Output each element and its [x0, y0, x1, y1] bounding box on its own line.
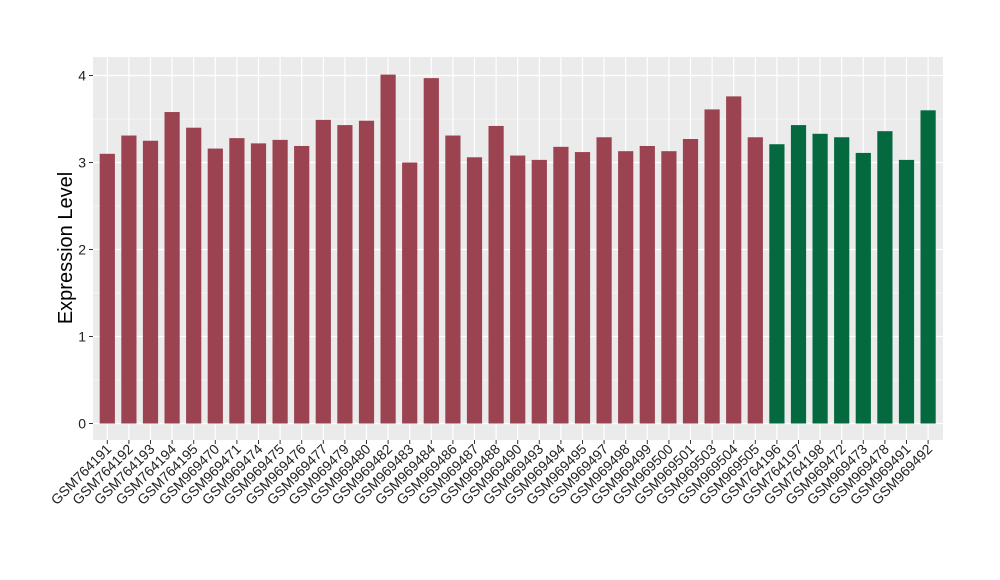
bar-GSM969501: [682, 139, 699, 424]
bar-GSM969490: [510, 155, 526, 424]
bar-GSM969478: [877, 131, 893, 424]
y-axis: 0 1 2 3 4: [78, 68, 93, 432]
bar-GSM764197: [790, 125, 807, 424]
bar-GSM969488: [488, 125, 504, 424]
bar-GSM969476: [294, 145, 310, 424]
bar-GSM764192: [121, 135, 137, 424]
bar-GSM969495: [574, 152, 591, 424]
bar-GSM969492: [920, 110, 936, 424]
y-tick-label: 2: [78, 242, 86, 258]
bar-GSM969499: [639, 145, 655, 424]
bar-GSM969491: [898, 159, 915, 424]
bar-GSM969483: [402, 162, 418, 424]
bar-GSM969470: [207, 148, 223, 424]
bar-GSM969503: [704, 109, 720, 424]
x-axis: GSM764191GSM764192GSM764193GSM764194GSM7…: [48, 440, 935, 508]
bar-GSM969486: [445, 135, 461, 424]
bar-GSM969498: [618, 151, 634, 424]
y-tick-label: 3: [78, 155, 86, 171]
bar-GSM764191: [99, 153, 115, 424]
y-tick-label: 1: [78, 329, 86, 345]
bar-GSM969484: [423, 78, 439, 424]
bar-GSM764193: [142, 140, 159, 424]
bar-GSM969504: [726, 96, 742, 424]
bar-GSM764195: [186, 127, 202, 424]
bar-GSM969505: [747, 137, 763, 424]
bar-GSM969500: [661, 151, 677, 424]
bars: [99, 74, 936, 424]
bar-GSM969479: [337, 125, 353, 424]
bar-GSM764198: [812, 133, 828, 424]
bar-GSM969480: [358, 120, 375, 424]
bar-GSM969494: [553, 146, 569, 424]
bar-GSM969493: [531, 159, 547, 424]
bar-GSM969477: [315, 119, 331, 424]
bar-GSM969471: [229, 138, 245, 424]
y-tick-label: 0: [78, 416, 86, 432]
bar-GSM969482: [380, 74, 396, 424]
bar-GSM969475: [272, 139, 288, 424]
bar-GSM969474: [250, 143, 267, 424]
bar-GSM764194: [164, 112, 180, 424]
y-tick-label: 4: [78, 68, 86, 84]
y-axis-title: Expression Level: [55, 172, 77, 324]
bar-GSM764196: [769, 144, 785, 424]
bar-GSM969497: [596, 137, 612, 424]
bar-GSM969472: [834, 137, 850, 424]
bar-GSM969487: [466, 157, 483, 424]
bar-GSM969473: [855, 152, 871, 424]
